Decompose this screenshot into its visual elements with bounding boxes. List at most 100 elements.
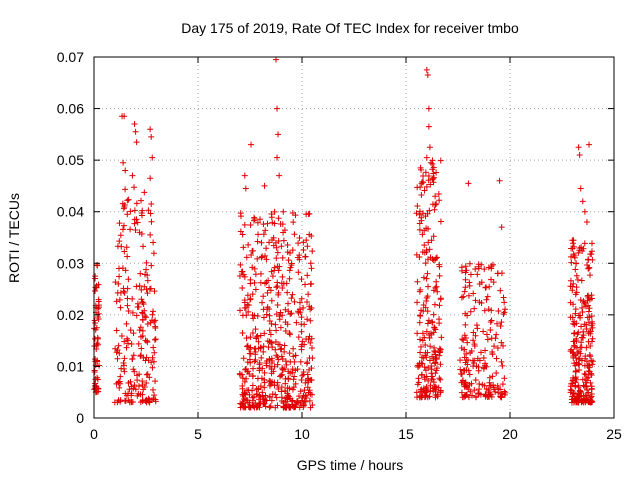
data-point [303,298,310,305]
data-point [433,367,440,374]
data-point [279,254,286,261]
data-point [471,305,478,312]
data-point [278,353,285,360]
data-point [417,312,424,319]
data-point [462,263,469,270]
data-point [467,308,474,315]
data-point [298,314,305,321]
data-point [150,250,157,257]
data-point [141,307,148,314]
data-point [476,357,483,364]
data-point [237,307,244,314]
data-point [422,213,429,220]
data-point [299,372,306,379]
data-point [292,380,299,387]
data-point [427,343,434,350]
data-point [483,363,490,370]
data-point [430,175,437,182]
data-point [423,154,430,161]
data-point [486,374,493,381]
data-point [568,380,575,387]
x-tick-label: 10 [294,426,310,442]
data-point [96,362,103,369]
data-point [286,275,293,282]
data-point [464,361,471,368]
data-point [147,231,154,238]
data-point [241,389,248,396]
data-point [273,327,280,334]
data-point [287,264,294,271]
data-point [475,367,482,374]
data-point [121,113,128,120]
data-point [254,375,261,382]
data-point [258,254,265,261]
data-point [588,390,595,397]
data-point [573,344,580,351]
data-point [304,316,311,323]
data-point [260,348,267,355]
data-point [471,387,478,394]
data-point [578,323,585,330]
data-point [577,350,584,357]
data-point [289,386,296,393]
data-point [95,296,102,303]
data-point [128,392,135,399]
data-point [288,398,295,405]
data-point [236,370,243,377]
data-point [437,376,444,383]
data-point [575,384,582,391]
data-point [481,307,488,314]
data-point [286,330,293,337]
data-point [493,355,500,362]
data-point [260,343,267,350]
data-point [473,322,480,329]
data-point [494,382,501,389]
data-point [124,337,131,344]
data-point [277,324,284,331]
data-point [584,297,591,304]
data-point [579,304,586,311]
data-point [575,399,582,406]
data-point [149,317,156,324]
data-point [123,244,130,251]
data-point [419,330,426,337]
data-point [425,177,432,184]
data-point [148,218,155,225]
data-point [420,173,427,179]
data-point [236,272,243,279]
data-point [139,316,146,323]
data-point [91,369,98,376]
data-point [116,350,123,357]
data-point [298,321,305,328]
data-point [129,309,136,316]
data-point [432,284,439,291]
data-point [133,139,140,146]
data-point [414,330,421,337]
data-point [458,379,465,386]
data-point [131,382,138,389]
data-point [421,242,428,249]
data-point [585,374,592,381]
data-point [583,219,590,226]
data-point [463,267,470,274]
data-point [427,388,434,395]
data-point [278,372,285,379]
data-point [275,237,282,244]
data-point [272,404,279,411]
data-point [578,277,585,284]
data-point [416,253,423,260]
data-point [295,269,302,276]
data-point [468,380,475,387]
data-point [266,356,273,363]
data-point [588,318,595,325]
data-point [585,265,592,272]
data-point [498,224,505,231]
data-point [287,331,294,338]
data-point [480,355,487,362]
data-point [487,391,494,398]
x-tick-label: 25 [606,426,622,442]
data-point [585,292,592,299]
data-point [296,404,303,411]
data-point [260,231,267,238]
data-point [134,392,141,399]
